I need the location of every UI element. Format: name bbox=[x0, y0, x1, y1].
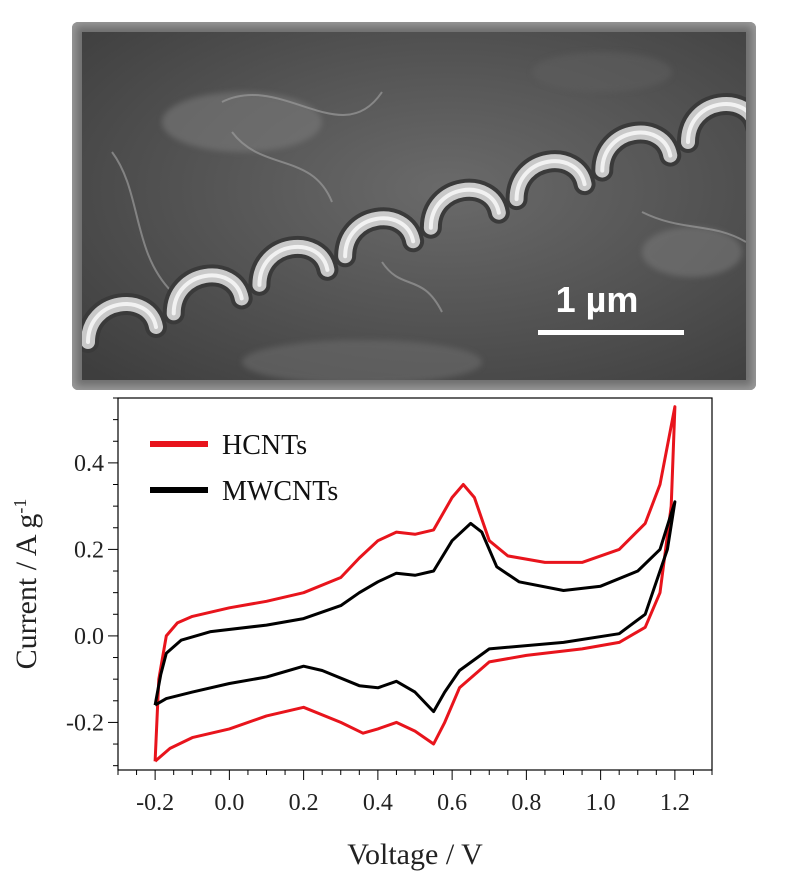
x-tick-label: 0.0 bbox=[214, 790, 244, 816]
micrograph-background bbox=[82, 32, 746, 380]
series-layer bbox=[153, 405, 677, 763]
helix-turn-highlight bbox=[257, 244, 330, 287]
x-tick-label: 0.2 bbox=[289, 790, 319, 816]
y-tick-label: 0.0 bbox=[74, 624, 104, 650]
x-tick-label: 0.4 bbox=[363, 790, 393, 816]
background-fibers bbox=[162, 52, 742, 380]
helix-turn-highlight bbox=[514, 159, 587, 202]
x-tick-label: 0.6 bbox=[437, 790, 467, 816]
helix-turn-highlight bbox=[428, 187, 501, 230]
helix-turn-highlight bbox=[600, 130, 673, 173]
y-axis: -0.2 0.0 0.2 0.4 bbox=[66, 397, 118, 767]
helix-turn-highlight bbox=[171, 273, 244, 316]
helix-turn-highlight bbox=[686, 102, 746, 144]
scale-bar-label: 1 µm bbox=[556, 279, 639, 320]
legend-label-mwcnts: MWCNTs bbox=[222, 476, 338, 507]
helix-turn-highlight bbox=[343, 216, 416, 259]
y-axis-label-text: Current / A g bbox=[10, 514, 43, 670]
x-axis-label: Voltage / V bbox=[347, 838, 483, 871]
x-axis: -0.2 0.0 0.2 0.4 0.6 0.8 1.0 1.2 bbox=[117, 770, 713, 816]
thin-fibers bbox=[111, 91, 746, 313]
x-tick-label: 1.2 bbox=[660, 790, 690, 816]
y-axis-label-superscript: -1 bbox=[10, 499, 30, 514]
helical-nanotube bbox=[82, 93, 746, 353]
y-tick-label: 0.2 bbox=[74, 537, 104, 563]
legend-label-hcnts: HCNTs bbox=[222, 430, 307, 461]
y-tick-label: -0.2 bbox=[66, 710, 104, 736]
x-tick-label: 1.0 bbox=[586, 790, 616, 816]
plot-frame bbox=[117, 397, 713, 771]
x-tick-label: -0.2 bbox=[136, 790, 174, 816]
series-line-hcnts bbox=[153, 405, 677, 763]
cv-chart: -0.2 0.0 0.2 0.4 0.6 0.8 1.0 1.2 -0.20.00.20.4 … bbox=[10, 397, 713, 871]
y-tick-label: 0.4 bbox=[74, 451, 104, 477]
helix-turn-highlight bbox=[86, 302, 158, 344]
sem-micrograph: 1 µm bbox=[82, 32, 746, 380]
series-line-mwcnts bbox=[153, 500, 677, 714]
scale-bar bbox=[538, 330, 684, 335]
y-axis-label: Current / A g-1 bbox=[10, 499, 43, 670]
x-tick-label: 0.8 bbox=[511, 790, 541, 816]
legend: HCNTs MWCNTs bbox=[150, 430, 338, 507]
